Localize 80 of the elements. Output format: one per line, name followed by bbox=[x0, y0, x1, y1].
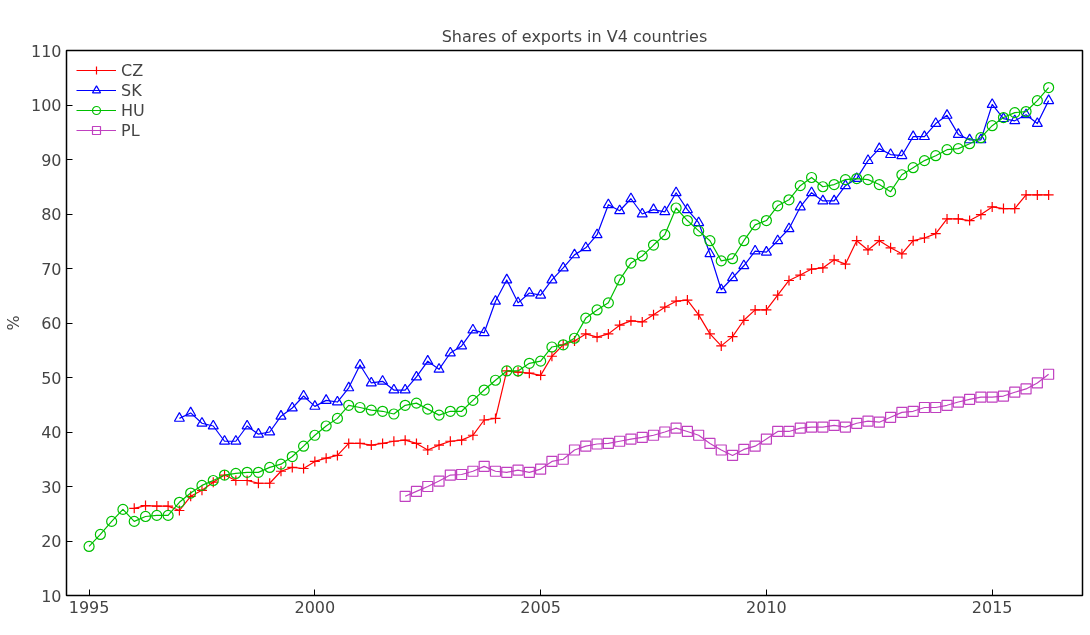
y-tick-label: 90 bbox=[41, 150, 62, 170]
point bbox=[794, 422, 806, 434]
y-tick-label: 80 bbox=[41, 205, 62, 224]
point bbox=[456, 468, 468, 481]
point bbox=[1043, 368, 1055, 380]
point bbox=[760, 433, 773, 445]
point bbox=[907, 405, 919, 417]
chart-title: Shares of exports in V4 countries bbox=[441, 26, 708, 46]
point bbox=[873, 416, 885, 428]
point bbox=[1020, 383, 1032, 395]
y-tick-label: 110 bbox=[30, 41, 62, 61]
point bbox=[693, 429, 705, 441]
point bbox=[715, 444, 727, 456]
point bbox=[568, 444, 581, 456]
point bbox=[512, 464, 524, 476]
x-tick-label: 2005 bbox=[520, 597, 561, 617]
point bbox=[557, 453, 569, 465]
point bbox=[975, 391, 987, 403]
x-tick-label: 1995 bbox=[68, 597, 110, 617]
x-tick-label: 2015 bbox=[971, 597, 1013, 617]
point bbox=[964, 393, 976, 405]
point bbox=[602, 437, 614, 450]
point bbox=[580, 440, 592, 452]
point bbox=[997, 390, 1010, 402]
y-tick-label: 70 bbox=[41, 259, 62, 279]
point bbox=[636, 431, 648, 444]
y-tick-label: 60 bbox=[41, 314, 62, 333]
point bbox=[726, 449, 739, 462]
legend-label: CZ bbox=[121, 60, 144, 80]
point bbox=[704, 437, 716, 450]
point bbox=[772, 425, 784, 438]
x-tick-label: 2000 bbox=[294, 597, 336, 617]
point bbox=[625, 433, 637, 445]
point bbox=[478, 460, 490, 472]
point bbox=[501, 466, 513, 478]
point bbox=[444, 469, 456, 481]
point bbox=[817, 421, 829, 433]
point bbox=[467, 465, 479, 477]
point bbox=[399, 490, 411, 502]
y-tick-label: 100 bbox=[30, 96, 62, 115]
y-axis-title: % bbox=[3, 315, 23, 331]
point bbox=[681, 425, 693, 438]
point bbox=[738, 443, 750, 456]
point bbox=[749, 440, 761, 452]
point bbox=[433, 475, 445, 487]
y-tick-label: 30 bbox=[41, 477, 62, 497]
y-tick-label: 40 bbox=[41, 423, 62, 442]
point bbox=[1009, 386, 1021, 398]
point bbox=[489, 465, 502, 477]
point bbox=[930, 401, 942, 414]
point bbox=[614, 435, 626, 447]
point bbox=[670, 422, 682, 434]
point bbox=[896, 406, 908, 418]
point bbox=[952, 396, 964, 408]
legend-label: SK bbox=[121, 80, 142, 100]
point bbox=[862, 415, 874, 427]
point bbox=[546, 455, 558, 468]
point bbox=[828, 419, 840, 432]
legend-label: PL bbox=[121, 120, 141, 140]
y-tick-label: 50 bbox=[41, 368, 62, 388]
point bbox=[941, 399, 953, 411]
legend-label: HU bbox=[121, 100, 145, 120]
point bbox=[410, 485, 423, 497]
point bbox=[839, 421, 852, 433]
point bbox=[1031, 377, 1043, 389]
y-tick-label: 10 bbox=[41, 586, 62, 606]
x-tick-label: 2010 bbox=[746, 597, 787, 617]
point bbox=[805, 421, 818, 433]
y-tick-label: 20 bbox=[41, 532, 62, 551]
point bbox=[422, 480, 434, 493]
point bbox=[851, 417, 863, 429]
point bbox=[986, 391, 998, 403]
point bbox=[647, 429, 660, 441]
point bbox=[523, 466, 535, 478]
point bbox=[918, 401, 931, 414]
point bbox=[591, 438, 603, 450]
point bbox=[535, 463, 547, 475]
point bbox=[659, 426, 671, 438]
point bbox=[884, 411, 897, 423]
point bbox=[783, 425, 795, 438]
